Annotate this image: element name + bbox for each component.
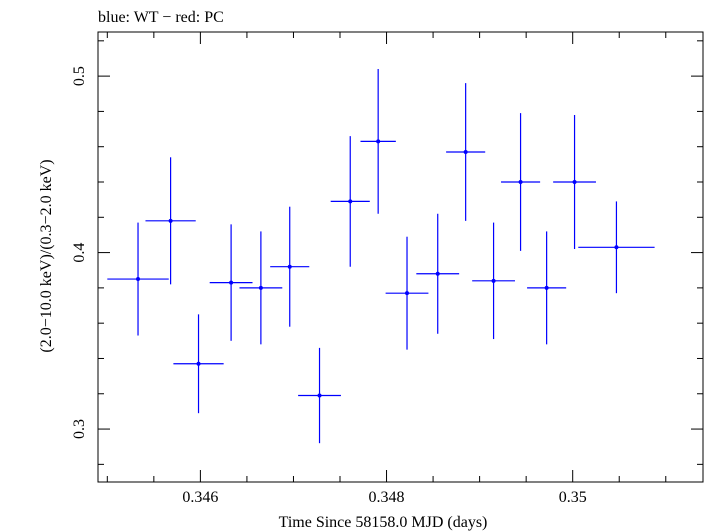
- x-axis-ticks: [106, 32, 667, 482]
- series-wt: [107, 69, 655, 444]
- x-tick-label: 0.348: [369, 489, 405, 506]
- data-point: [527, 231, 567, 345]
- point-marker: [405, 291, 410, 296]
- point-marker: [376, 139, 381, 144]
- data-point: [107, 222, 169, 336]
- point-marker: [614, 245, 619, 250]
- data-point: [209, 224, 253, 341]
- data-point: [578, 201, 655, 294]
- data-point: [501, 113, 541, 251]
- point-marker: [229, 280, 234, 285]
- point-marker: [435, 271, 440, 276]
- data-point: [385, 236, 429, 350]
- data-point: [360, 69, 396, 214]
- data-point: [145, 157, 196, 285]
- data-point: [446, 83, 486, 221]
- x-tick-label: 0.35: [559, 489, 587, 506]
- y-axis-ticks: [98, 40, 703, 465]
- chart-title: blue: WT − red: PC: [98, 9, 224, 26]
- x-axis-label: Time Since 58158.0 MJD (days): [279, 514, 488, 531]
- y-tick-label: 0.5: [71, 66, 88, 86]
- point-marker: [168, 218, 173, 223]
- point-marker: [287, 264, 292, 269]
- point-marker: [544, 285, 549, 290]
- point-marker: [491, 278, 496, 283]
- point-marker: [518, 180, 523, 184]
- data-point: [298, 347, 341, 444]
- data-point: [330, 136, 370, 267]
- point-marker: [348, 199, 353, 204]
- data-point: [270, 206, 310, 327]
- y-tick-label: 0.3: [71, 419, 88, 439]
- data-point: [472, 222, 515, 340]
- data-point: [553, 114, 596, 250]
- plot-frame: [97, 31, 704, 483]
- y-axis-tick-labels: 0.3 0.4 0.5: [71, 66, 88, 439]
- point-marker: [196, 361, 201, 366]
- x-tick-label: 0.346: [182, 489, 218, 506]
- point-marker: [463, 150, 468, 154]
- point-marker: [572, 180, 577, 184]
- x-axis-tick-labels: 0.346 0.348 0.35: [182, 489, 586, 506]
- point-marker: [317, 393, 322, 398]
- point-marker: [136, 277, 141, 282]
- data-point: [416, 213, 460, 334]
- y-tick-label: 0.4: [71, 243, 88, 263]
- data-point: [239, 231, 283, 345]
- point-marker: [258, 285, 263, 290]
- y-axis-label: (2.0−10.0 keV)/(0.3−2.0 keV): [38, 159, 55, 352]
- data-point: [173, 314, 224, 414]
